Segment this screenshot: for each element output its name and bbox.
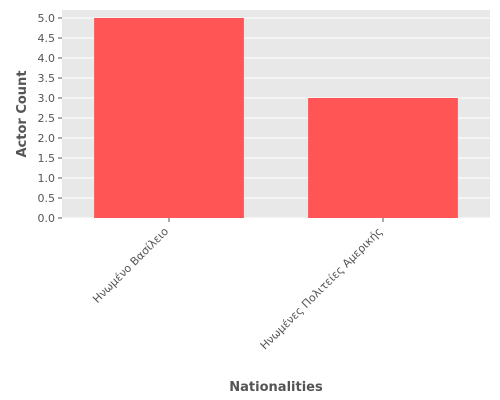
- y-tick-label: 1.0: [38, 172, 56, 185]
- y-tick-label: 0.0: [38, 212, 56, 225]
- y-tick-label: 3.0: [38, 92, 56, 105]
- x-tick-label: Ηνωμένες Πολιτείες Αμερικής: [258, 225, 385, 352]
- bars: [94, 18, 458, 218]
- y-axis-title: Actor Count: [15, 70, 30, 157]
- y-tick-label: 2.0: [38, 132, 56, 145]
- y-tick-label: 0.5: [38, 192, 56, 205]
- x-axis-title: Nationalities: [229, 380, 323, 395]
- bar: [308, 98, 458, 218]
- x-axis-ticks: Ηνωμένο Βασίλειο Ηνωμένες Πολιτείες Αμερι…: [90, 218, 385, 352]
- x-tick-label: Ηνωμένο Βασίλειο: [90, 225, 171, 306]
- y-tick-label: 5.0: [38, 12, 56, 25]
- y-tick-label: 4.5: [38, 32, 56, 45]
- y-tick-label: 3.5: [38, 72, 56, 85]
- y-tick-label: 1.5: [38, 152, 56, 165]
- y-tick-label: 2.5: [38, 112, 56, 125]
- y-tick-label: 4.0: [38, 52, 56, 65]
- y-axis-ticks: 0.0 0.5 1.0 1.5 2.0 2.5 3.0 3.5 4.0 4.5 5.0: [38, 12, 62, 225]
- bar: [94, 18, 244, 218]
